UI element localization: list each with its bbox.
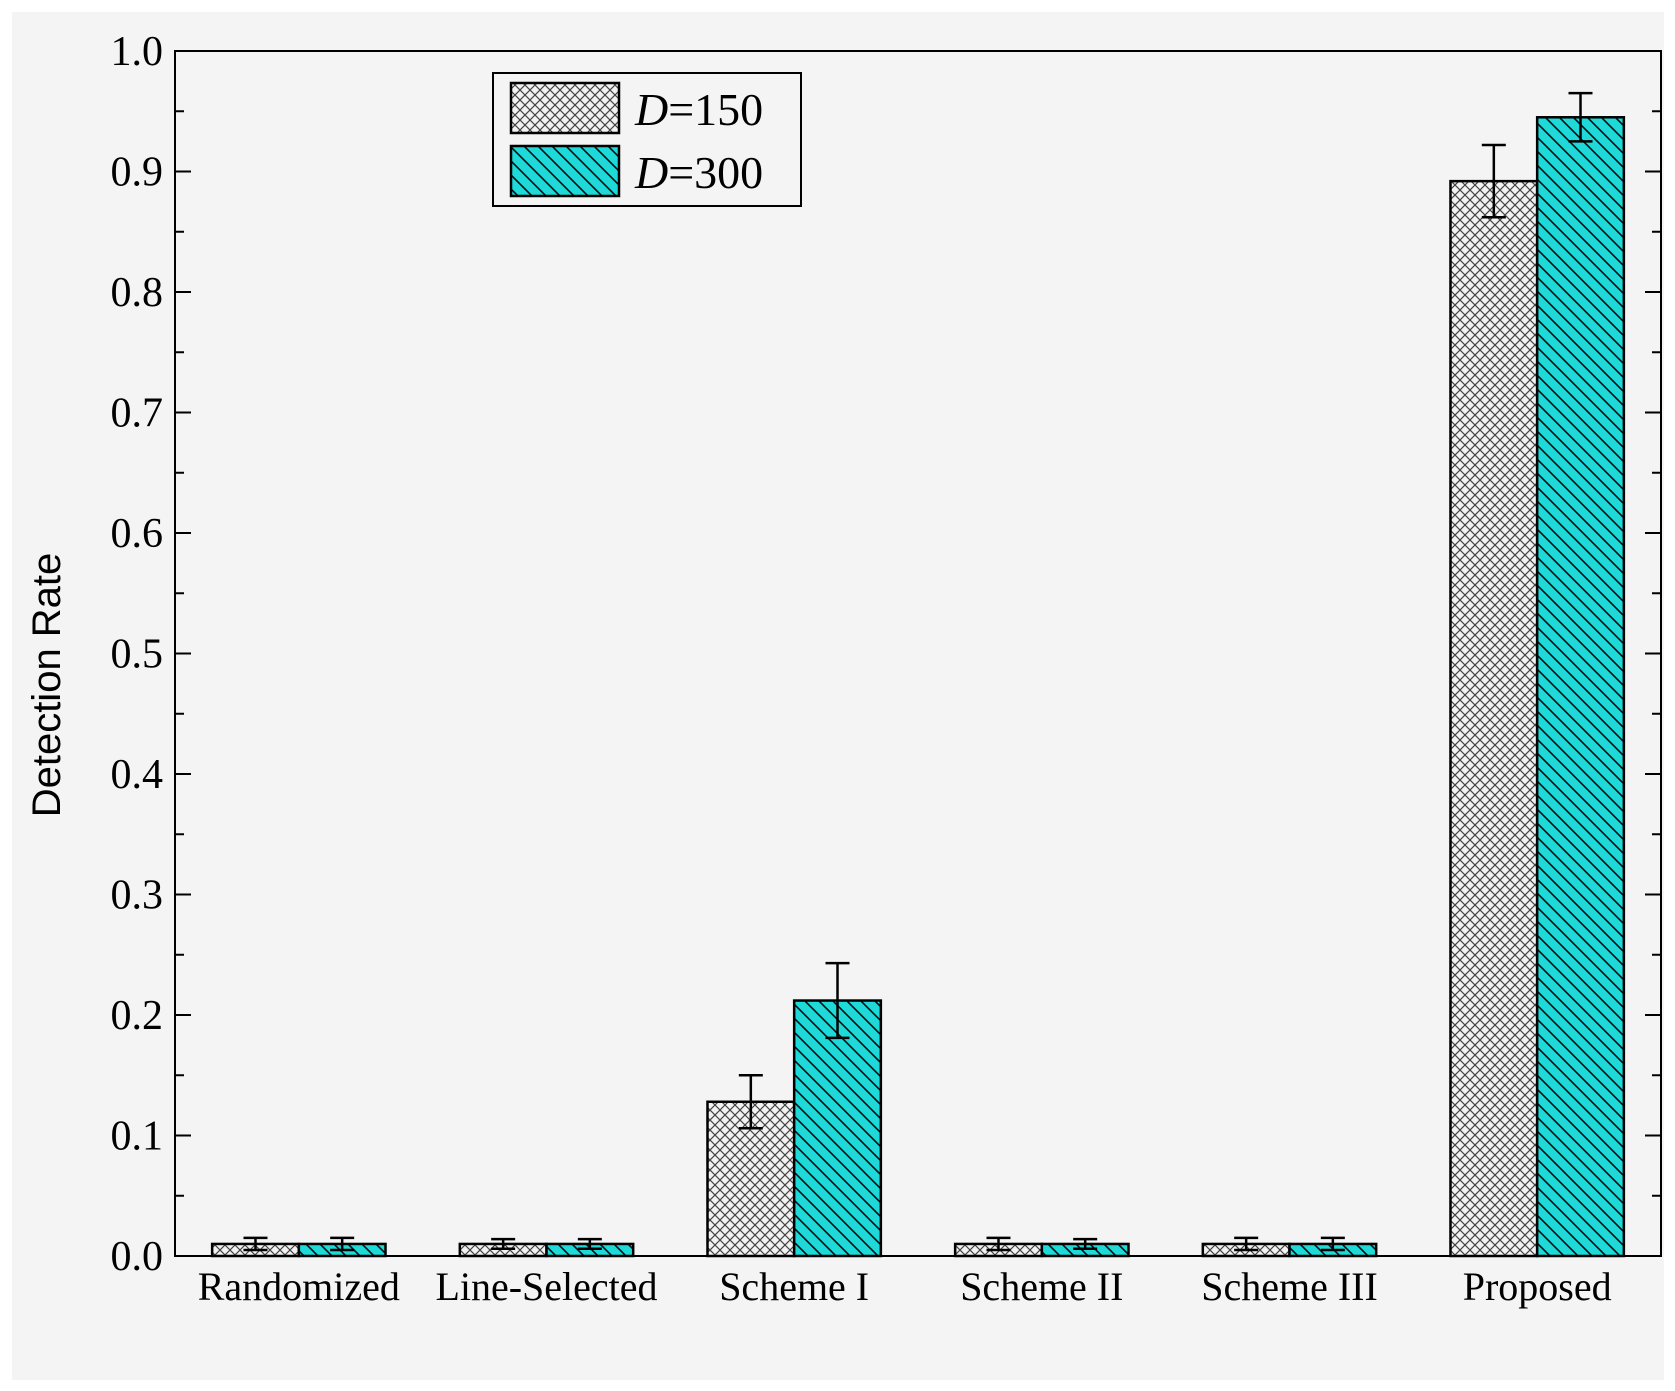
legend-swatch (509, 81, 621, 135)
y-tick-label: 0.3 (111, 873, 164, 919)
x-tick-label: Scheme I (719, 1264, 869, 1309)
x-tick-label: Proposed (1463, 1264, 1612, 1309)
y-tick-label: 0.0 (111, 1234, 164, 1280)
legend: D=150 D=300 (492, 72, 802, 207)
x-tick-label: Randomized (198, 1264, 400, 1309)
y-tick-label: 0.9 (111, 150, 164, 196)
y-tick-label: 1.0 (111, 29, 164, 75)
y-tick-label: 0.8 (111, 270, 164, 316)
x-tick-label: Line-Selected (435, 1264, 657, 1309)
legend-label: D=150 (634, 84, 763, 135)
legend-swatch (509, 144, 621, 198)
y-tick-label: 0.4 (111, 752, 164, 798)
bar (1535, 116, 1626, 1258)
bar (1449, 179, 1539, 1258)
y-axis-title: Detection Rate (25, 553, 69, 818)
y-tick-label: 0.6 (111, 511, 164, 557)
y-tick-label: 0.2 (111, 993, 164, 1039)
x-tick-label: Scheme III (1201, 1264, 1378, 1309)
y-tick-label: 0.7 (111, 391, 164, 437)
x-tick-label: Scheme II (960, 1264, 1123, 1309)
legend-label: D=300 (634, 147, 763, 198)
y-tick-label: 0.1 (111, 1114, 164, 1160)
plot-area: 0.0 0.1 0.2 0.3 0.4 0.5 0.6 0.7 0.8 0.9 1.0 Randomi… (111, 29, 1662, 1309)
y-tick-label: 0.5 (111, 632, 164, 678)
